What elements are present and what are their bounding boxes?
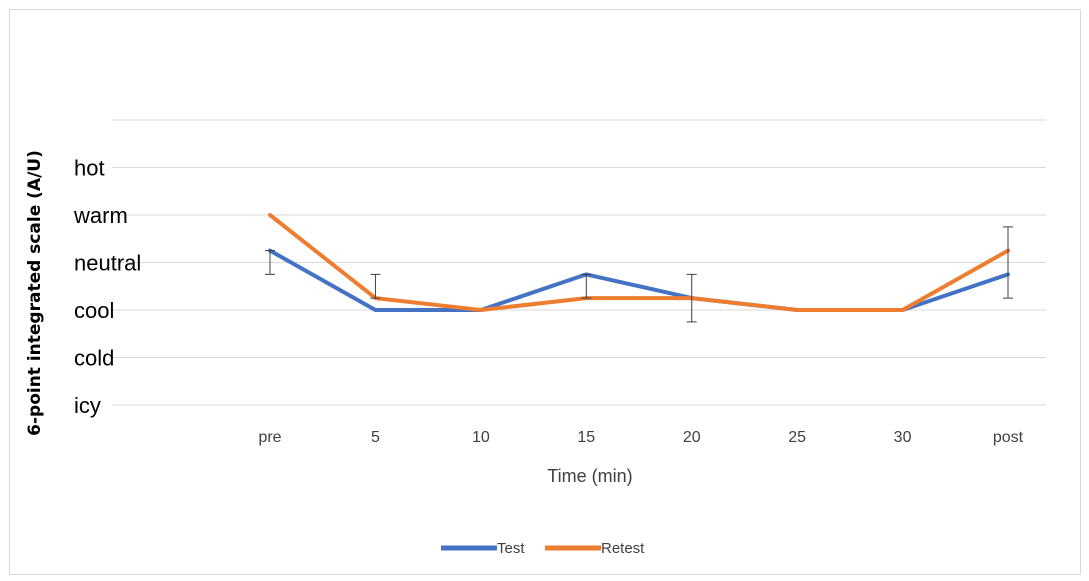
x-tick-label: 30 [894,429,912,446]
legend-item-test: Test [441,540,525,557]
series-line-test [268,248,1010,312]
y-tick-label: cool [74,298,114,323]
x-tick-label: 15 [577,429,595,446]
chart-frame [9,9,1081,575]
series-line-retest [268,213,1010,312]
legend-item-retest: Retest [545,540,645,557]
y-axis-title: 6-point integrated scale (A/U) [25,150,45,436]
y-tick-label: hot [74,156,105,181]
legend-label: Test [497,540,525,557]
error-bars [265,226,1013,323]
x-tick-label: post [993,429,1024,446]
y-tick-label: warm [73,203,128,228]
y-tick-label: neutral [74,251,141,276]
x-tick-label: 5 [371,429,380,446]
error-bar [265,250,275,275]
legend-label: Retest [601,540,645,557]
x-tick-label: 20 [683,429,701,446]
x-axis-title: Time (min) [547,466,632,486]
error-bar [1003,226,1013,299]
gridlines [112,119,1046,406]
x-axis-ticks: pre 5 10 15 20 25 30 post [258,429,1023,446]
y-tick-label: icy [74,393,101,418]
error-bar [686,273,697,323]
x-tick-label: 25 [788,429,806,446]
error-bar [581,273,592,299]
legend: Test Retest [441,540,645,557]
error-bar [370,273,381,299]
series-lines [268,213,1010,312]
x-tick-label: pre [258,429,281,446]
y-tick-label: cold [74,346,114,371]
y-axis-ticks: icy cold cool neutral warm hot [73,156,141,419]
x-tick-label: 10 [472,429,490,446]
